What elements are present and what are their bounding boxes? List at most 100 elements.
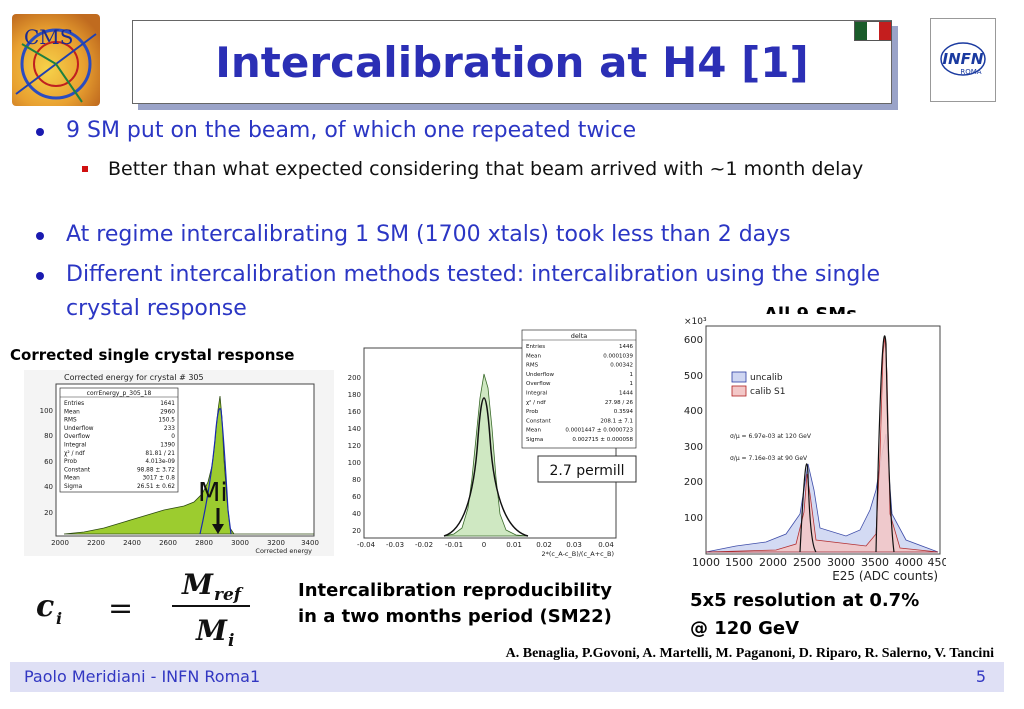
right-y-tick: 400 bbox=[684, 406, 703, 417]
stats-key: Prob bbox=[64, 459, 77, 465]
left-x-tick: 3400 bbox=[301, 539, 319, 547]
formula-lhs-sub: i bbox=[56, 609, 62, 628]
left-x-tick: 2400 bbox=[123, 539, 141, 547]
footer-bar: Paolo Meridiani - INFN Roma1 5 bbox=[10, 662, 1004, 692]
stats-value: 1446 bbox=[619, 344, 633, 350]
formula-num-sub: ref bbox=[214, 585, 244, 605]
stats-key: Entries bbox=[64, 401, 84, 407]
bullet-dot-icon bbox=[36, 232, 44, 240]
bullet-dot-icon bbox=[36, 272, 44, 280]
infn-logo: INFN ROMA bbox=[930, 18, 996, 102]
bullet-3-text: Different intercalibration methods teste… bbox=[66, 262, 881, 321]
stats-value: 0.0001447 ± 0.0000723 bbox=[565, 428, 633, 434]
left-x-tick: 2600 bbox=[159, 539, 177, 547]
right-y-tick: 300 bbox=[684, 442, 703, 453]
mid-y-tick: 180 bbox=[348, 391, 361, 399]
formula-num: M bbox=[181, 568, 214, 601]
stats-key: Constant bbox=[64, 467, 91, 473]
authors-line: A. Benaglia, P.Govoni, A. Martelli, M. P… bbox=[505, 646, 994, 661]
down-arrow-icon bbox=[212, 524, 224, 534]
stats-value: 27.98 / 26 bbox=[605, 400, 634, 406]
stats-value: 1 bbox=[630, 372, 634, 378]
stats-key: Prob bbox=[526, 409, 539, 415]
mid-y-tick: 100 bbox=[348, 459, 361, 467]
sub-bullet-square-icon bbox=[82, 166, 88, 172]
bullet-dot-icon bbox=[36, 128, 44, 136]
sub-bullet-1-text: Better than what expected considering th… bbox=[108, 158, 864, 180]
left-y-tick: 80 bbox=[44, 432, 53, 440]
stats-value: 150.5 bbox=[158, 418, 175, 424]
mid-y-tick: 60 bbox=[352, 493, 361, 501]
stats-value: 1 bbox=[630, 381, 634, 387]
bullet-1: 9 SM put on the beam, of which one repea… bbox=[36, 114, 966, 148]
middle-plot-caption: Intercalibration reproducibility in a tw… bbox=[298, 578, 612, 630]
mid-x-tick: 0.01 bbox=[506, 541, 522, 549]
intercalibration-formula: c i M ref M i = bbox=[22, 568, 262, 651]
stats-key: χ² / ndf bbox=[64, 450, 86, 457]
right-plot-caption: 5x5 resolution at 0.7% @ 120 GeV bbox=[690, 587, 919, 643]
title-box: Intercalibration at H4 [1] bbox=[132, 20, 892, 104]
left-x-tick: 2000 bbox=[51, 539, 69, 547]
stats-key: Mean bbox=[64, 409, 80, 415]
left-y-tick: 60 bbox=[44, 458, 53, 466]
delta-histogram: 200 180 160 140 120 100 80 60 40 20 -0.0… bbox=[344, 328, 646, 560]
right-x-tick: 1000 bbox=[692, 556, 720, 569]
stats-key: RMS bbox=[64, 418, 77, 424]
infn-logo-subtext: ROMA bbox=[960, 68, 981, 76]
right-caption-line2: @ 120 GeV bbox=[690, 618, 800, 639]
stats-key: RMS bbox=[526, 363, 539, 369]
stats-key: Overflow bbox=[526, 381, 551, 387]
left-x-axis-label: Corrected energy bbox=[255, 547, 312, 555]
stats-value: 2960 bbox=[160, 409, 175, 415]
stats-value: 1390 bbox=[160, 443, 175, 449]
middle-caption-line2: in a two months period (SM22) bbox=[298, 606, 612, 627]
middle-caption-line1: Intercalibration reproducibility bbox=[298, 580, 612, 601]
mid-y-tick: 20 bbox=[352, 527, 361, 535]
page-number: 5 bbox=[975, 667, 986, 686]
stats-key: Entries bbox=[526, 344, 545, 350]
left-x-tick: 3200 bbox=[267, 539, 285, 547]
left-y-tick: 100 bbox=[40, 407, 53, 415]
footer-author: Paolo Meridiani - INFN Roma1 bbox=[24, 667, 261, 686]
legend-uncalib: uncalib bbox=[750, 373, 783, 383]
right-exponent: ×10³ bbox=[684, 317, 707, 327]
left-x-tick: 2200 bbox=[87, 539, 105, 547]
mid-y-tick: 120 bbox=[348, 442, 361, 450]
stats-value: 0.3594 bbox=[614, 409, 634, 415]
single-crystal-histogram: Corrected energy for crystal # 305 100 8… bbox=[24, 370, 334, 556]
mid-x-tick: -0.04 bbox=[357, 541, 376, 549]
right-y-tick: 100 bbox=[684, 513, 703, 524]
right-x-tick: 4000 bbox=[895, 556, 923, 569]
stats-value: 233 bbox=[164, 426, 175, 432]
legend-calib: calib S1 bbox=[750, 387, 785, 397]
mid-x-axis-label: 2*(c_A-c_B)/(c_A+c_B) bbox=[542, 550, 614, 558]
stats-value: 81.81 / 21 bbox=[145, 451, 175, 457]
right-x-axis-label: E25 (ADC counts) bbox=[832, 569, 938, 583]
right-x-tick: 1500 bbox=[725, 556, 753, 569]
page-title: Intercalibration at H4 [1] bbox=[215, 37, 809, 87]
italian-flag-icon bbox=[854, 21, 892, 41]
mid-annotation: 2.7 permill bbox=[549, 463, 624, 479]
formula-den-sub: i bbox=[228, 631, 234, 650]
right-x-tick: 2000 bbox=[759, 556, 787, 569]
stats-value: 1444 bbox=[619, 391, 633, 397]
left-y-tick: 40 bbox=[44, 483, 53, 491]
sub-bullet-1: Better than what expected considering th… bbox=[82, 156, 968, 182]
all-sms-histogram: ×10³ 600 500 400 300 200 100 1000 1500 2… bbox=[676, 314, 949, 586]
stats-key: Mean bbox=[64, 476, 80, 482]
stats-key: Overflow bbox=[64, 434, 90, 440]
formula-den: M bbox=[195, 614, 228, 647]
stats-value: 1641 bbox=[160, 401, 175, 407]
mid-x-tick: -0.03 bbox=[386, 541, 404, 549]
stats-key: Mean bbox=[526, 428, 541, 434]
left-plot-title: Corrected energy for crystal # 305 bbox=[64, 373, 204, 382]
stats-key: Constant bbox=[526, 418, 552, 424]
mid-y-tick: 40 bbox=[352, 510, 361, 518]
stats-value: 3017 ± 0.8 bbox=[142, 476, 175, 482]
right-y-tick: 200 bbox=[684, 477, 703, 488]
right-y-tick: 600 bbox=[684, 335, 703, 346]
cms-logo: CMS bbox=[12, 14, 100, 106]
stats-key: χ² / ndf bbox=[526, 399, 547, 406]
right-annotation-1: σ/μ = 6.97e-03 at 120 GeV bbox=[730, 433, 812, 440]
mid-stats-title: delta bbox=[571, 332, 587, 340]
